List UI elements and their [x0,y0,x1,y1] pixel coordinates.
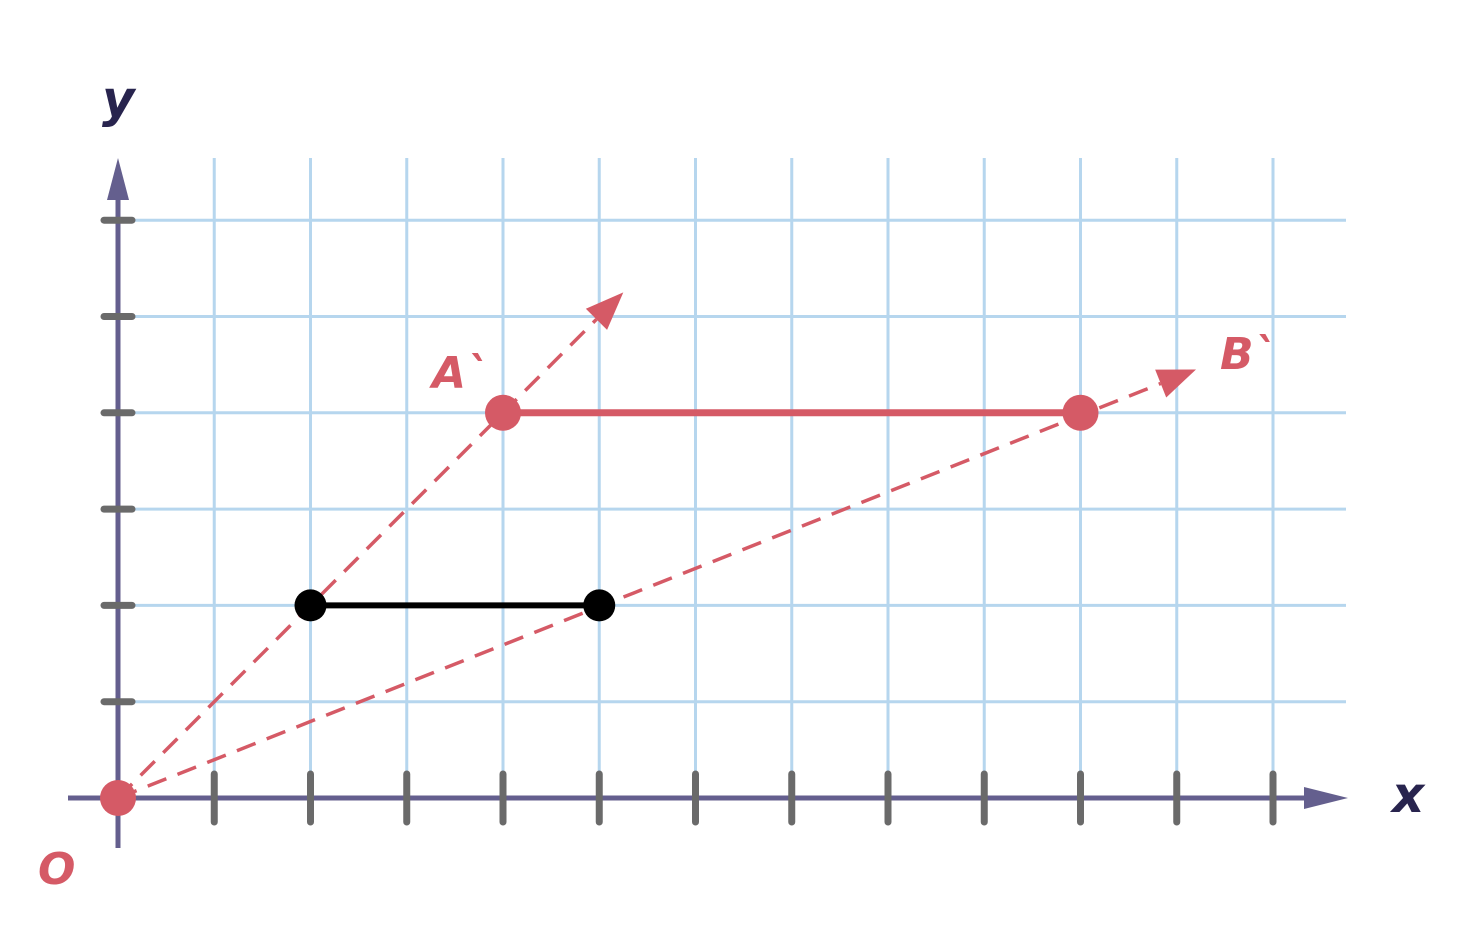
point-b-prime-label: B` [1220,329,1276,380]
ray-arrowhead-icon [1155,369,1196,398]
origin-point [100,780,136,816]
y-axis-label: y [102,70,137,128]
x-axis-arrow-icon [1304,787,1348,809]
segments [310,409,1081,609]
x-axis-label: x [1389,766,1426,824]
origin-label: O [38,844,75,895]
point-a-prime [485,394,521,431]
point-b-prime [1062,394,1099,431]
axes [68,158,1348,848]
points [100,394,1099,816]
axis-ticks [100,216,1277,826]
ray-arrowhead-icon [585,292,624,330]
grid [118,158,1346,798]
point-a-prime-label: A` [429,348,488,399]
point-a [294,589,327,622]
y-axis-arrow-icon [107,158,129,200]
dilation-ray-1 [116,318,598,800]
rays [116,292,1196,800]
point-b [583,589,616,622]
dilation-ray-2 [117,381,1162,800]
